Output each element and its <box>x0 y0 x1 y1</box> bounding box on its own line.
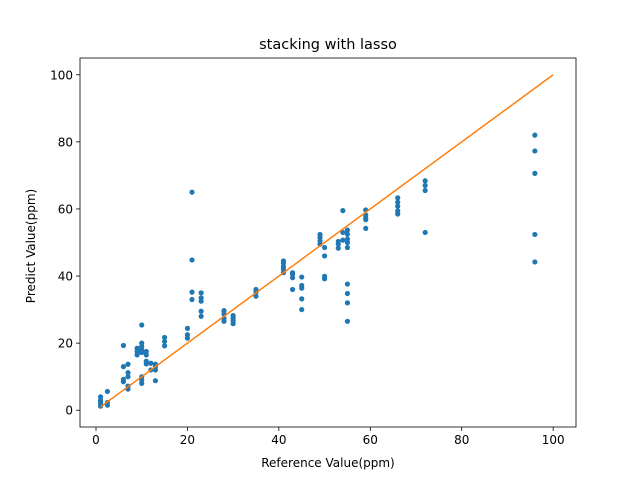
data-point <box>299 282 305 289</box>
data-point <box>344 231 351 237</box>
data-point <box>184 325 191 331</box>
data-point <box>335 245 341 251</box>
x-tick-label: 0 <box>92 433 100 447</box>
data-point <box>532 231 538 238</box>
data-point <box>198 290 204 296</box>
data-point <box>97 398 104 405</box>
data-point <box>321 244 328 251</box>
data-point <box>317 231 323 238</box>
y-tick-label: 80 <box>58 135 73 149</box>
x-tick-label: 100 <box>542 433 565 447</box>
data-point <box>143 358 149 364</box>
data-point <box>104 388 111 395</box>
data-point <box>335 238 341 245</box>
y-tick-label: 60 <box>58 202 73 216</box>
data-point <box>344 227 351 233</box>
data-point <box>189 189 195 195</box>
data-point <box>253 293 259 299</box>
data-point <box>344 290 351 297</box>
data-point <box>422 182 428 189</box>
data-point <box>198 313 204 319</box>
data-point <box>125 361 131 367</box>
data-point <box>120 376 127 382</box>
data-point <box>134 345 140 351</box>
data-point <box>230 313 236 319</box>
data-point <box>395 203 401 209</box>
data-point <box>532 132 538 138</box>
data-point <box>340 208 346 214</box>
y-tick-label: 0 <box>65 404 73 418</box>
data-point <box>395 199 401 205</box>
data-point <box>532 170 538 176</box>
data-point <box>120 364 127 370</box>
data-point <box>289 270 296 276</box>
data-point <box>422 187 428 194</box>
y-tick-label: 100 <box>50 68 73 82</box>
data-point <box>161 343 168 349</box>
x-tick-label: 40 <box>271 433 286 447</box>
data-point <box>221 307 227 314</box>
data-point <box>340 229 346 236</box>
data-point <box>189 257 195 263</box>
data-point <box>344 281 351 287</box>
data-point <box>198 308 204 314</box>
data-point <box>344 236 351 242</box>
data-point <box>253 286 259 293</box>
x-tick-label: 20 <box>180 433 195 447</box>
data-point <box>280 258 287 264</box>
x-tick-label: 60 <box>363 433 378 447</box>
data-point <box>139 322 145 328</box>
data-point <box>422 178 428 184</box>
chart-title: stacking with lasso <box>259 37 397 53</box>
data-point <box>395 195 401 201</box>
y-tick-label: 40 <box>58 270 73 284</box>
data-point <box>161 338 168 345</box>
data-point <box>161 334 168 341</box>
data-point <box>289 286 296 293</box>
data-point <box>363 225 369 232</box>
reference-line <box>100 74 554 408</box>
data-point <box>422 229 428 236</box>
data-point <box>395 208 401 214</box>
data-point <box>344 318 351 324</box>
data-point <box>321 253 328 259</box>
data-point <box>148 360 154 366</box>
axes-frame <box>79 57 577 428</box>
data-point <box>189 296 195 303</box>
y-tick-label: 20 <box>58 337 73 351</box>
plot-area: 0 20 40 60 80 100 0 20 40 60 80 100 <box>50 57 577 447</box>
data-point <box>189 289 195 295</box>
data-point <box>532 148 538 154</box>
data-point <box>321 273 328 279</box>
data-point <box>299 306 305 313</box>
data-point <box>299 274 305 280</box>
data-point <box>344 244 351 251</box>
x-axis-label: Reference Value(ppm) <box>261 456 394 470</box>
data-point <box>139 340 145 346</box>
data-point <box>97 394 104 400</box>
data-point <box>184 332 191 338</box>
data-point <box>125 374 131 380</box>
data-point <box>120 342 127 349</box>
x-tick-label: 80 <box>454 433 469 447</box>
data-point <box>532 259 538 265</box>
data-point <box>299 296 305 302</box>
data-point <box>143 348 149 355</box>
data-point <box>152 378 159 384</box>
data-point <box>198 295 204 301</box>
data-point <box>125 370 131 376</box>
y-axis-label: Predict Value(ppm) <box>24 189 38 303</box>
data-point <box>340 237 346 243</box>
data-point <box>344 300 351 306</box>
